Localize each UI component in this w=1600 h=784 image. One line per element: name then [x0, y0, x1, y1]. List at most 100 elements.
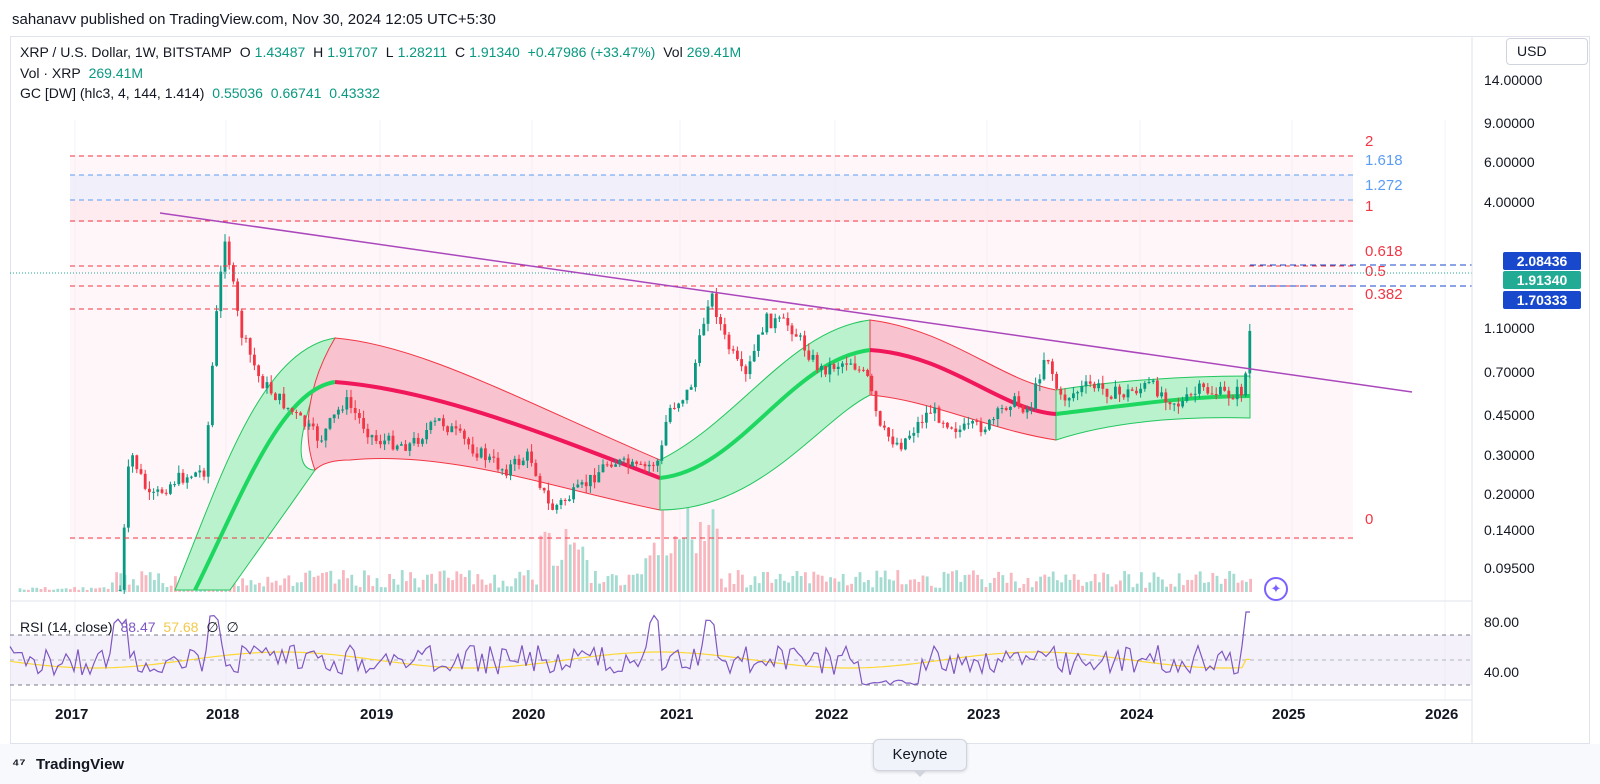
candle-body [118, 589, 122, 591]
volume-bar [367, 575, 370, 592]
candle-body [866, 369, 869, 376]
candle-body [379, 440, 382, 445]
candle-body [437, 418, 441, 421]
volume-bar [959, 581, 963, 592]
volume-bar [1102, 572, 1105, 592]
volume-bar [728, 573, 732, 592]
candle-body [274, 393, 277, 401]
volume-bar [673, 536, 677, 592]
rsi-value: 88.47 [120, 619, 156, 635]
candle-body [656, 460, 659, 466]
volume-bar [514, 578, 517, 592]
volume-bar [384, 587, 387, 592]
candle-body [198, 470, 202, 473]
volume-bar [1022, 583, 1026, 592]
volume-bar [825, 581, 828, 592]
candle-body [702, 323, 706, 336]
candle-body [1080, 386, 1084, 393]
volume-bar [102, 587, 106, 592]
candle-body [1235, 386, 1239, 400]
candle-body [1189, 394, 1193, 396]
fib-label-1: 1.618 [1365, 152, 1403, 169]
candle-body [538, 476, 542, 488]
vol-row-value: 269.41M [88, 65, 144, 81]
volume-bar [237, 586, 240, 592]
rsi-line [9, 611, 1250, 686]
volume-bar [652, 542, 656, 592]
chart-frame[interactable] [10, 36, 1590, 744]
candle-body [799, 335, 802, 337]
candle-body [320, 440, 323, 442]
candle-body [416, 437, 420, 444]
gc-legend[interactable]: GC [DW] (hlc3, 4, 144, 1.414) 0.55036 0.… [20, 85, 384, 101]
candle-body [542, 487, 546, 491]
price-tick-10: 0.30000 [1484, 447, 1535, 463]
volume-bar [946, 573, 950, 592]
fib-band-blue [70, 175, 1353, 200]
volume-bar [909, 579, 912, 592]
candle-body [211, 365, 214, 426]
volume-bar [459, 573, 463, 592]
volume-bar [329, 570, 333, 592]
volume-bar [132, 579, 135, 592]
volume-bar [270, 582, 274, 592]
volume-bar [316, 575, 320, 592]
volume-bar [258, 582, 261, 592]
candle-body [811, 354, 815, 360]
price-tick-3: 4.00000 [1484, 194, 1535, 210]
gc-label[interactable]: GC [DW] (hlc3, 4, 144, 1.414) [20, 85, 205, 101]
volume-bar [535, 584, 538, 592]
volume-bar [980, 579, 984, 592]
candle-body [513, 458, 517, 465]
candle-body [731, 349, 735, 351]
candle-body [748, 361, 752, 375]
candle-body [652, 464, 655, 466]
currency-button[interactable]: USD [1506, 38, 1588, 65]
candle-body [605, 464, 609, 466]
volume-legend[interactable]: Vol · XRP 269.41M [20, 65, 147, 81]
volume-bar [678, 539, 681, 592]
sparkle-icon[interactable]: ✦ [1264, 577, 1288, 601]
keynote-button[interactable]: Keynote [873, 739, 967, 771]
candle-body [421, 439, 424, 444]
volume-bar [795, 570, 799, 592]
volume-bar [1089, 581, 1093, 592]
descending-trendline [159, 212, 1413, 393]
high-label: H [313, 44, 324, 60]
volume-bar [1186, 579, 1189, 592]
candle-body [1025, 408, 1029, 413]
candle-body [1185, 394, 1189, 401]
volume-bar [413, 578, 417, 592]
volume-bar [308, 570, 312, 592]
symbol-legend[interactable]: XRP / U.S. Dollar, 1W, BITSTAMP O 1.43487… [20, 44, 745, 60]
vol-row-label[interactable]: Vol · XRP [20, 65, 81, 81]
candle-body [164, 492, 168, 494]
volume-bar [501, 580, 505, 592]
volume-bar [140, 571, 144, 592]
candle-body [316, 426, 319, 441]
volume-bar [489, 583, 492, 592]
tradingview-logo[interactable]: ⁴⁷ TradingView [12, 756, 124, 773]
volume-bar [577, 549, 580, 592]
candle-body [425, 430, 428, 440]
candle-body [618, 459, 622, 465]
volume-bar [18, 588, 22, 592]
candle-body [1055, 373, 1058, 389]
volume-bar [253, 584, 257, 592]
candle-body [631, 461, 634, 467]
candle-body [248, 338, 252, 355]
volume-bar [774, 579, 778, 592]
symbol-title[interactable]: XRP / U.S. Dollar, 1W, BITSTAMP [20, 44, 232, 60]
candle-body [971, 420, 974, 424]
candle-body [862, 369, 865, 371]
fib-label-4: 0.618 [1365, 243, 1403, 260]
volume-bar [749, 584, 753, 592]
volume-bar [1165, 586, 1168, 592]
rsi-legend[interactable]: RSI (14, close) 88.47 57.68 ∅ ∅ [20, 619, 243, 636]
volume-bar [1081, 585, 1084, 592]
volume-bar [1228, 571, 1231, 592]
candle-body [883, 425, 886, 428]
candle-body [673, 407, 676, 409]
rsi-label[interactable]: RSI (14, close) [20, 619, 113, 635]
